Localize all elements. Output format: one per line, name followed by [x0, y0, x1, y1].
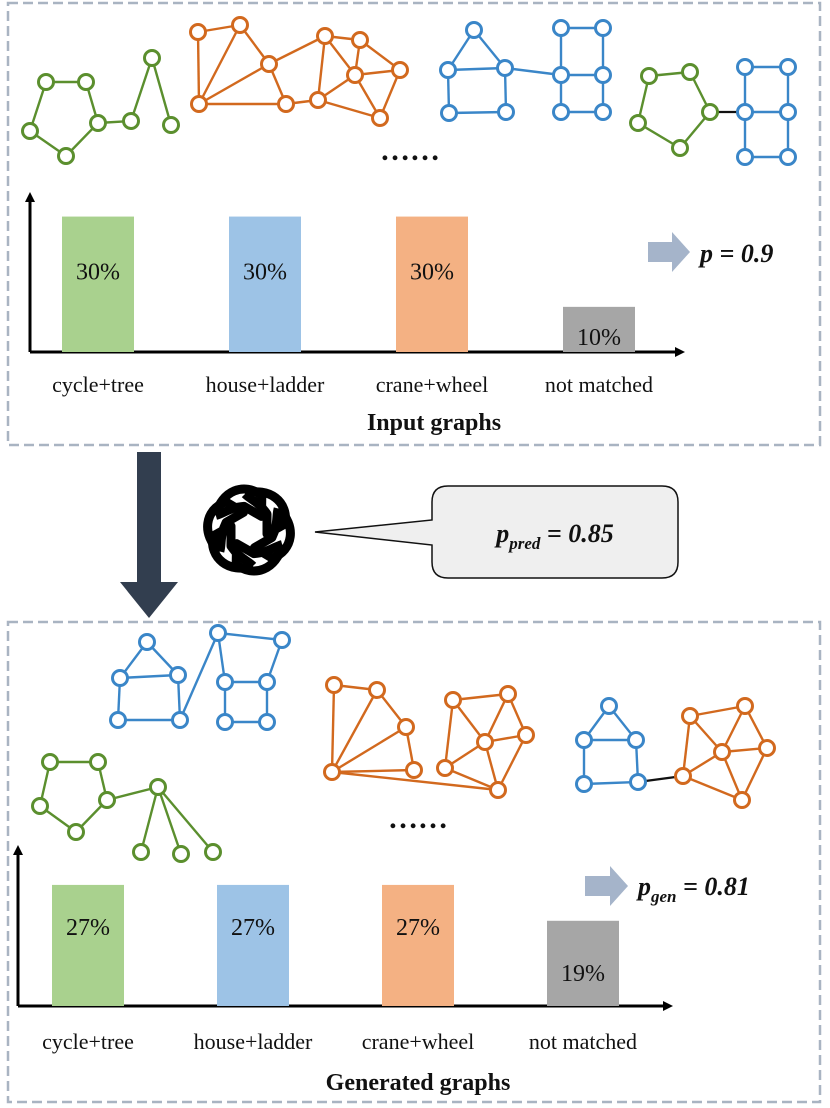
input-graph-combined [629, 58, 797, 166]
input-panel-border [6, 1, 822, 447]
input-bar-label-3: 30% [410, 260, 454, 286]
generated-bar-chart: 27% cycle+tree 27% house+ladder 27% crane+whe… [13, 845, 673, 1054]
input-bar-label-2: 30% [243, 260, 287, 286]
generated-graph-crane-wheel [323, 676, 535, 799]
generated-category-label-2: house+ladder [194, 1029, 313, 1054]
input-bar-label-1: 30% [76, 260, 120, 286]
generated-bar-label-4: 19% [561, 961, 605, 987]
input-graph-house-ladder [439, 19, 612, 122]
input-graph-cycle-tree [21, 49, 180, 165]
input-bar-chart: 30% cycle+tree 30% house+ladder 30% crane+whe… [25, 192, 685, 397]
down-arrow-icon [120, 452, 178, 618]
generated-ellipsis: …… [388, 802, 448, 835]
generated-bar-3 [382, 884, 454, 1006]
generated-category-label-3: crane+wheel [362, 1029, 475, 1054]
generated-panel-border [6, 620, 822, 1104]
generated-bar-1 [52, 884, 124, 1006]
input-graph-crane-wheel [189, 16, 409, 127]
generated-bar-label-1: 27% [66, 915, 110, 941]
input-bar-label-4: 10% [577, 325, 621, 351]
generated-graph-house-ladder [109, 624, 291, 731]
input-bar-2 [229, 216, 301, 352]
generated-bar-label-2: 27% [231, 915, 275, 941]
input-bar-4 [563, 306, 635, 352]
prediction-callout [314, 485, 679, 579]
generated-stat-label: pgen = 0.81 [636, 872, 750, 906]
generated-bar-label-3: 27% [396, 915, 440, 941]
input-bar-3 [396, 216, 468, 352]
input-category-label-1: cycle+tree [52, 372, 144, 397]
generated-graph-combined [575, 697, 776, 809]
prediction-stat-label: ppred = 0.85 [494, 519, 614, 553]
generated-category-label-1: cycle+tree [42, 1029, 134, 1054]
input-arrow-icon [648, 232, 690, 272]
input-category-label-3: crane+wheel [376, 372, 489, 397]
generated-graph-cycle-tree [31, 753, 222, 863]
input-bar-1 [62, 216, 134, 352]
generated-bar-2 [217, 884, 289, 1006]
input-stat-label: p = 0.9 [698, 239, 773, 268]
generated-panel-title: Generated graphs [326, 1070, 511, 1096]
input-category-label-4: not matched [545, 372, 653, 397]
openai-logo-icon [203, 484, 295, 576]
generated-arrow-icon [585, 866, 628, 906]
input-ellipsis: …… [380, 134, 440, 167]
generated-bar-4 [547, 920, 619, 1006]
input-panel-title: Input graphs [367, 410, 501, 436]
input-category-label-2: house+ladder [206, 372, 325, 397]
generated-category-label-4: not matched [529, 1029, 637, 1054]
